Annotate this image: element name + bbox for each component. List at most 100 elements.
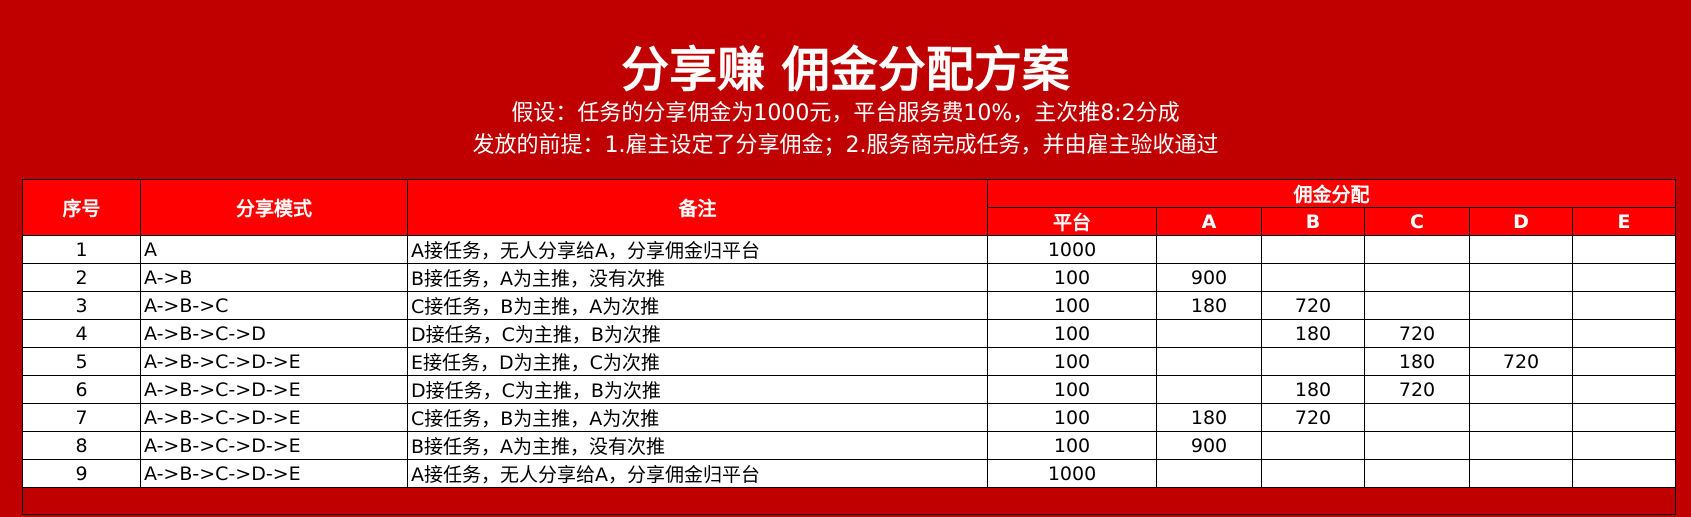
cell-e[interactable] [1571, 347, 1677, 376]
cell-d[interactable] [1469, 263, 1573, 292]
cell-no[interactable]: 8 [22, 431, 141, 460]
cell-b[interactable] [1261, 347, 1365, 376]
cell-b[interactable] [1261, 263, 1365, 292]
cell-platform[interactable]: 100 [987, 291, 1157, 320]
cell-e[interactable] [1571, 403, 1677, 432]
cell-c[interactable] [1364, 403, 1470, 432]
cell-no[interactable]: 6 [22, 375, 141, 404]
cell-d[interactable] [1469, 375, 1573, 404]
cell-e[interactable] [1571, 319, 1677, 348]
cell-b[interactable] [1261, 235, 1365, 264]
cell-e[interactable] [1571, 235, 1677, 264]
cell-c[interactable]: 180 [1364, 347, 1470, 376]
cell-c[interactable]: 720 [1364, 375, 1470, 404]
cell-platform[interactable]: 100 [987, 347, 1157, 376]
cell-mode[interactable]: A->B->C->D->E [140, 403, 408, 432]
header-d: D [1469, 207, 1573, 236]
cell-b[interactable] [1261, 459, 1365, 488]
cell-no[interactable]: 1 [22, 235, 141, 264]
cell-c[interactable] [1364, 263, 1470, 292]
table-row: 8 A->B->C->D->E B接任务，A为主推，没有次推 100 900 [22, 431, 1677, 460]
cell-c[interactable] [1364, 235, 1470, 264]
cell-d[interactable] [1469, 235, 1573, 264]
page-title: 分享赚 佣金分配方案 [621, 42, 1070, 98]
cell-d[interactable] [1469, 291, 1573, 320]
assumption-text: 假设：任务的分享佣金为1000元，平台服务费10%，主次推8:2分成 [511, 101, 1180, 126]
cell-no[interactable]: 9 [22, 459, 141, 488]
table-row: 9 A->B->C->D->E A接任务，无人分享给A，分享佣金归平台 1000 [22, 459, 1677, 488]
cell-b[interactable]: 180 [1261, 319, 1365, 348]
cell-no[interactable]: 2 [22, 263, 141, 292]
cell-a[interactable]: 180 [1156, 403, 1262, 432]
precondition-text: 发放的前提：1.雇主设定了分享佣金；2.服务商完成任务，并由雇主验收通过 [472, 133, 1219, 158]
cell-platform[interactable]: 1000 [987, 459, 1157, 488]
cell-c[interactable]: 720 [1364, 319, 1470, 348]
cell-a[interactable]: 900 [1156, 431, 1262, 460]
cell-e[interactable] [1571, 263, 1677, 292]
cell-platform[interactable]: 100 [987, 263, 1157, 292]
cell-platform[interactable]: 100 [987, 319, 1157, 348]
cell-b[interactable]: 180 [1261, 375, 1365, 404]
cell-no[interactable]: 5 [22, 347, 141, 376]
cell-note[interactable]: C接任务，B为主推，A为次推 [407, 403, 988, 432]
cell-a[interactable] [1156, 347, 1262, 376]
cell-platform[interactable]: 100 [987, 375, 1157, 404]
cell-no[interactable]: 3 [22, 291, 141, 320]
header-b: B [1261, 207, 1365, 236]
cell-d[interactable]: 720 [1469, 347, 1573, 376]
cell-mode[interactable]: A->B->C->D->E [140, 431, 408, 460]
cell-a[interactable] [1156, 319, 1262, 348]
commission-table: 序号 分享模式 备注 佣金分配 平台 A B C D E 1 A A接任务，无人分享… [21, 179, 1677, 515]
cell-mode[interactable]: A->B->C->D [140, 319, 408, 348]
cell-e[interactable] [1571, 431, 1677, 460]
cell-mode[interactable]: A->B->C->D->E [140, 459, 408, 488]
cell-note[interactable]: A接任务，无人分享给A，分享佣金归平台 [407, 235, 988, 264]
cell-c[interactable] [1364, 291, 1470, 320]
cell-b[interactable]: 720 [1261, 403, 1365, 432]
cell-b[interactable] [1261, 431, 1365, 460]
cell-a[interactable] [1156, 235, 1262, 264]
cell-platform[interactable]: 100 [987, 431, 1157, 460]
cell-d[interactable] [1469, 431, 1573, 460]
cell-d[interactable] [1469, 319, 1573, 348]
cell-a[interactable]: 900 [1156, 263, 1262, 292]
cell-platform[interactable]: 100 [987, 403, 1157, 432]
cell-c[interactable] [1364, 431, 1470, 460]
cell-note[interactable]: D接任务，C为主推，B为次推 [407, 319, 988, 348]
cell-note[interactable]: D接任务，C为主推，B为次推 [407, 375, 988, 404]
cell-a[interactable]: 180 [1156, 291, 1262, 320]
cell-d[interactable] [1469, 403, 1573, 432]
cell-mode[interactable]: A [140, 235, 408, 264]
cell-mode[interactable]: A->B->C->D->E [140, 375, 408, 404]
cell-d[interactable] [1469, 459, 1573, 488]
cell-a[interactable] [1156, 375, 1262, 404]
cell-mode[interactable]: A->B->C->D->E [140, 347, 408, 376]
cell-a[interactable] [1156, 459, 1262, 488]
table-row: 6 A->B->C->D->E D接任务，C为主推，B为次推 100 180 720 [22, 375, 1677, 404]
cell-e[interactable] [1571, 459, 1677, 488]
cell-c[interactable] [1364, 459, 1470, 488]
cell-e[interactable] [1571, 375, 1677, 404]
header-commission: 佣金分配 [986, 179, 1677, 208]
table-row: 2 A->B B接任务，A为主推，没有次推 100 900 [22, 263, 1677, 292]
header-mode: 分享模式 [140, 179, 408, 236]
cell-b[interactable]: 720 [1261, 291, 1365, 320]
header-a: A [1156, 207, 1262, 236]
table-row: 3 A->B->C C接任务，B为主推，A为次推 100 180 720 [22, 291, 1677, 320]
table-row: 1 A A接任务，无人分享给A，分享佣金归平台 1000 [22, 235, 1677, 264]
cell-no[interactable]: 4 [22, 319, 141, 348]
header-no: 序号 [22, 179, 141, 236]
empty-cell [21, 487, 1677, 515]
cell-note[interactable]: C接任务，B为主推，A为次推 [407, 291, 988, 320]
cell-no[interactable]: 7 [22, 403, 141, 432]
table-row: 4 A->B->C->D D接任务，C为主推，B为次推 100 180 720 [22, 319, 1677, 348]
cell-note[interactable]: B接任务，A为主推，没有次推 [407, 431, 988, 460]
header-note: 备注 [407, 179, 988, 236]
cell-mode[interactable]: A->B->C [140, 291, 408, 320]
cell-mode[interactable]: A->B [140, 263, 408, 292]
cell-e[interactable] [1571, 291, 1677, 320]
cell-platform[interactable]: 1000 [987, 235, 1157, 264]
cell-note[interactable]: E接任务，D为主推，C为次推 [407, 347, 988, 376]
cell-note[interactable]: B接任务，A为主推，没有次推 [407, 263, 988, 292]
cell-note[interactable]: A接任务，无人分享给A，分享佣金归平台 [407, 459, 988, 488]
